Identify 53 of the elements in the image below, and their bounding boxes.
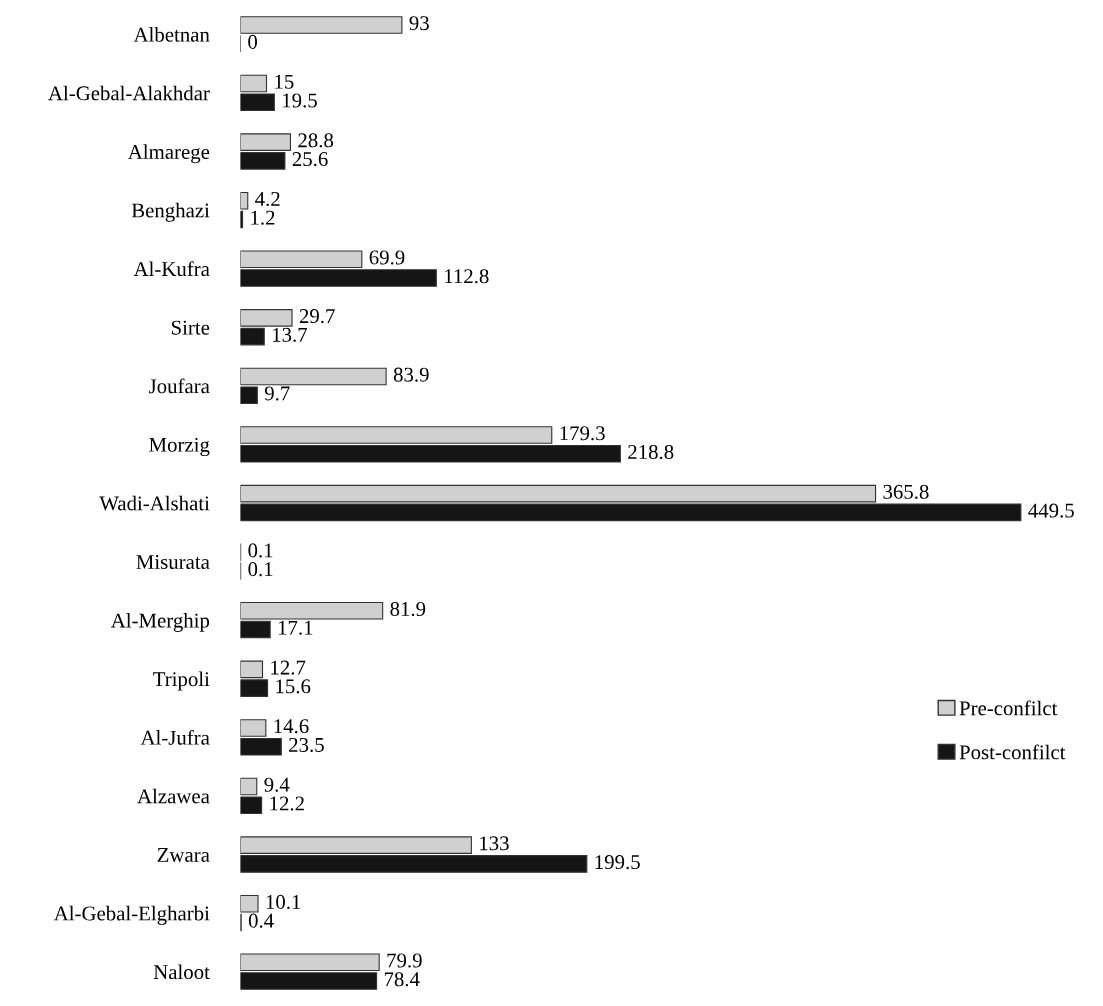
data-label: 0.1 xyxy=(248,543,273,558)
data-label: 4.2 xyxy=(255,191,280,207)
y-tick-label: Tripoli xyxy=(153,671,210,691)
data-label: 133 xyxy=(480,836,509,851)
data-label: 17.1 xyxy=(278,620,313,635)
data-label: 81.9 xyxy=(390,601,426,617)
data-label: 199.5 xyxy=(595,855,640,870)
data-label: 9.4 xyxy=(264,777,290,792)
y-tick-label: Zwara xyxy=(157,848,210,862)
data-label: 93 xyxy=(409,16,429,31)
y-tick-label: Al-Jufra xyxy=(140,729,210,745)
y-tick-label: Almarege xyxy=(127,144,210,164)
data-label: 10.1 xyxy=(266,894,301,910)
y-tick-label: Albetnan xyxy=(133,27,210,42)
y-tick-label: Sirte xyxy=(171,320,210,335)
data-label: 15 xyxy=(275,74,294,89)
y-tick-label: Naloot xyxy=(153,964,210,980)
data-label: 1.2 xyxy=(251,210,275,225)
data-label: 365.8 xyxy=(883,484,929,499)
data-label: 13.7 xyxy=(273,327,308,342)
data-label: 78.4 xyxy=(384,972,420,987)
data-label: 12.2 xyxy=(270,796,304,811)
data-label: 449.5 xyxy=(1028,503,1074,518)
y-tick-label: Al-Kufra xyxy=(133,261,210,277)
legend-label: Post-confilct xyxy=(959,744,1066,760)
data-label: 14.6 xyxy=(274,719,309,734)
y-tick-label: Alzawea xyxy=(137,788,210,804)
y-tick-label: Joufara xyxy=(149,378,210,394)
y-tick-label: Morzig xyxy=(149,437,210,457)
y-tick-label: Al-Gebal-Alakhdar xyxy=(48,85,210,101)
y-tick-label: Al-Merghip xyxy=(110,612,210,632)
y-tick-label: Wadi-Alshati xyxy=(99,495,210,511)
data-label: 79.9 xyxy=(387,953,422,968)
y-tick-label: Misurata xyxy=(136,555,210,570)
data-label: 29.7 xyxy=(299,309,335,324)
data-label: 69.9 xyxy=(369,250,405,265)
data-label: 112.8 xyxy=(445,269,489,284)
y-tick-label: Al-Gebal-Elgharbi xyxy=(53,905,210,925)
legend-label: Pre-confilct xyxy=(959,700,1058,716)
data-label: 0 xyxy=(248,34,258,49)
data-label: 12.7 xyxy=(271,660,306,675)
y-tick-label: Benghazi xyxy=(131,202,210,222)
data-label: 0.4 xyxy=(248,913,274,928)
data-label: 15.6 xyxy=(276,679,311,694)
data-label: 9.7 xyxy=(264,386,290,401)
data-label: 23.5 xyxy=(289,737,324,753)
data-label: 83.9 xyxy=(393,367,429,382)
data-label: 0.1 xyxy=(248,562,273,577)
data-label: 19.5 xyxy=(283,93,317,108)
data-label: 218.8 xyxy=(628,444,674,460)
data-label: 25.6 xyxy=(292,152,328,167)
data-label: 28.8 xyxy=(298,133,334,148)
data-label: 179.3 xyxy=(560,426,605,441)
